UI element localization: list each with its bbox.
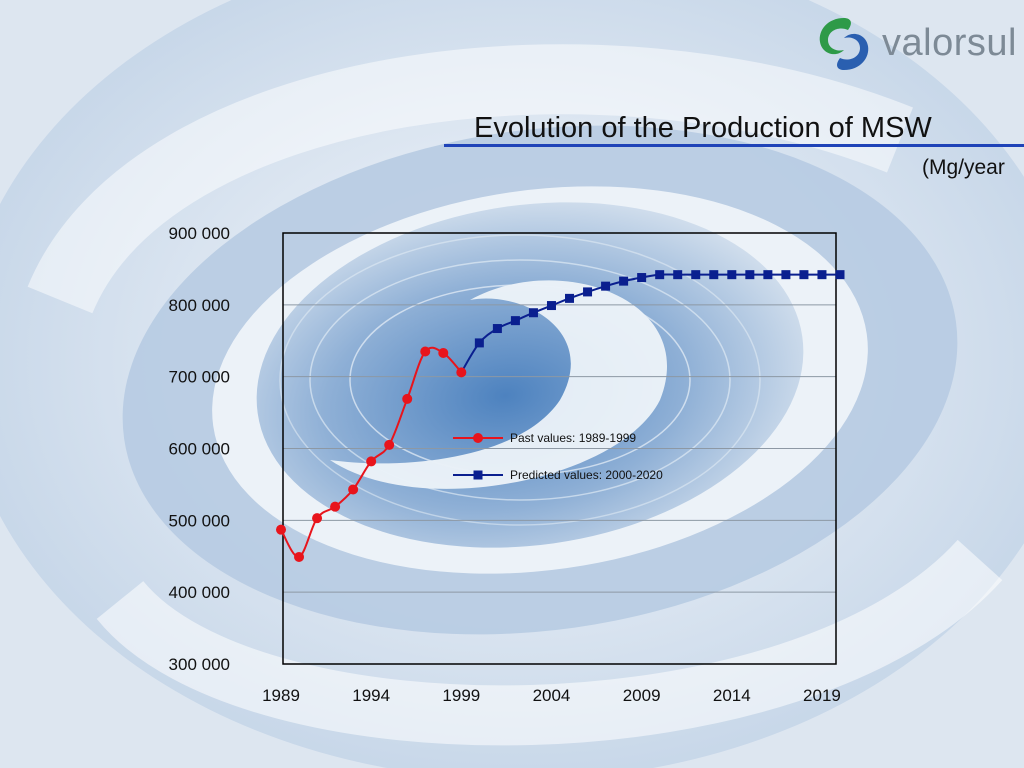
- past-data-point: [438, 347, 449, 358]
- predicted-data-point: [817, 270, 827, 280]
- past-data-point: [456, 367, 467, 378]
- predicted-data-point: [565, 293, 575, 303]
- predicted-data-point: [510, 316, 520, 326]
- x-tick-label: 2009: [623, 686, 661, 705]
- logo-swirl-icon: [819, 18, 869, 70]
- y-tick-label: 400 000: [169, 583, 230, 602]
- predicted-data-point: [727, 270, 737, 280]
- predicted-data-point: [691, 270, 701, 280]
- predicted-data-point: [474, 338, 484, 348]
- chart-series: [276, 270, 845, 562]
- title-underline: [444, 144, 1024, 147]
- valorsul-logo: valorsul: [812, 8, 1024, 78]
- x-tick-label: 1999: [442, 686, 480, 705]
- y-tick-label: 300 000: [169, 655, 230, 674]
- logo-wordmark: valorsul: [882, 22, 1017, 64]
- predicted-data-point: [781, 270, 791, 280]
- chart-title: Evolution of the Production of MSW: [474, 112, 932, 144]
- x-tick-label: 1989: [262, 686, 300, 705]
- legend-label: Predicted values: 2000-2020: [510, 468, 663, 482]
- chart-units: (Mg/year: [922, 156, 1005, 179]
- predicted-data-point: [673, 270, 683, 280]
- predicted-data-point: [601, 281, 611, 291]
- predicted-data-point: [528, 308, 538, 318]
- past-data-point: [384, 439, 395, 450]
- y-axis-ticks: 300 000 400 000 500 000 600 000 700 000 800 0…: [169, 224, 230, 674]
- past-data-point: [312, 513, 323, 524]
- plot-area-frame: [282, 232, 837, 665]
- past-data-point: [366, 456, 377, 467]
- series-line-predicted: [460, 273, 840, 373]
- chart-gridlines: [283, 304, 836, 593]
- x-axis-ticks: 1989 1994 1999 2004 2009 2014 2019: [262, 686, 841, 705]
- predicted-data-point: [655, 270, 665, 280]
- past-data-point: [420, 346, 431, 357]
- predicted-data-point: [835, 270, 845, 280]
- y-tick-label: 800 000: [169, 296, 230, 315]
- legend-marker-circle: [473, 433, 483, 443]
- past-data-point: [348, 484, 359, 495]
- predicted-data-point: [799, 270, 809, 280]
- chart-legend: Past values: 1989-1999 Predicted values: …: [453, 431, 663, 482]
- x-tick-label: 2004: [533, 686, 571, 705]
- x-tick-label: 1994: [352, 686, 390, 705]
- legend-label: Past values: 1989-1999: [510, 431, 636, 445]
- predicted-data-point: [763, 270, 773, 280]
- predicted-data-point: [546, 301, 556, 311]
- past-data-point: [402, 393, 413, 404]
- x-tick-label: 2019: [803, 686, 841, 705]
- y-tick-label: 900 000: [169, 224, 230, 243]
- past-data-point: [330, 501, 341, 512]
- predicted-data-point: [745, 270, 755, 280]
- x-tick-label: 2014: [713, 686, 751, 705]
- y-tick-label: 700 000: [169, 368, 230, 387]
- predicted-data-point: [619, 276, 629, 286]
- predicted-data-point: [637, 273, 647, 283]
- series-line-past: [280, 346, 463, 558]
- past-data-point: [294, 551, 305, 562]
- legend-marker-square: [473, 470, 483, 480]
- y-tick-label: 500 000: [169, 511, 230, 530]
- predicted-data-point: [583, 287, 593, 297]
- predicted-data-point: [709, 270, 719, 280]
- predicted-data-point: [492, 324, 502, 334]
- y-tick-label: 600 000: [169, 440, 230, 459]
- past-data-point: [276, 524, 286, 535]
